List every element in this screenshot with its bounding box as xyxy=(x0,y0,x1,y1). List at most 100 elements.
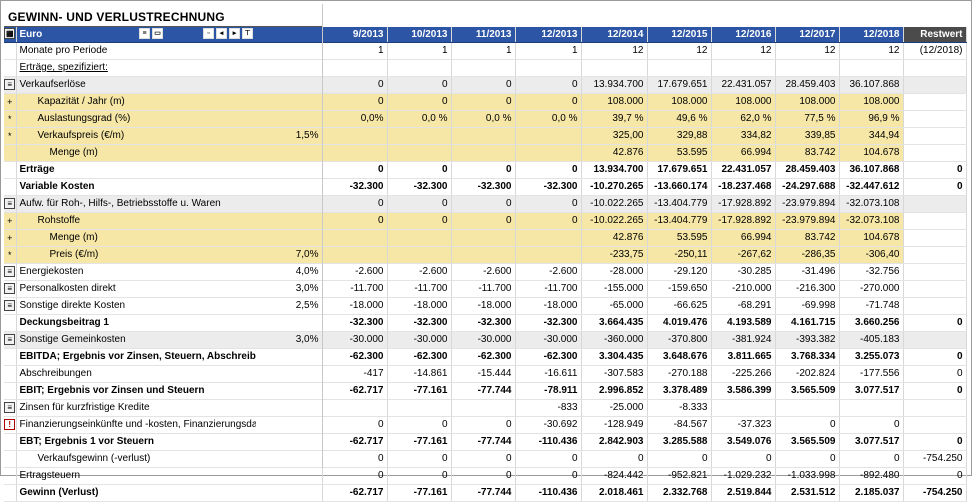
calculator-icon[interactable]: ≡ xyxy=(139,28,150,40)
expand-list-icon[interactable]: ≡ xyxy=(4,299,15,311)
value-cell[interactable]: 0 xyxy=(451,161,516,179)
value-cell[interactable]: -13.404.779 xyxy=(647,212,712,230)
rate-cell[interactable]: 7,0% xyxy=(256,246,323,264)
value-cell[interactable]: 0,0% xyxy=(322,110,388,128)
value-cell[interactable]: -32.300 xyxy=(387,178,452,196)
value-cell[interactable] xyxy=(515,144,582,162)
value-cell[interactable] xyxy=(322,144,388,162)
rate-cell[interactable]: 1,5% xyxy=(256,127,323,145)
print-icon[interactable]: ▭ xyxy=(152,28,163,40)
value-cell[interactable]: -360.000 xyxy=(581,331,648,349)
row-vkgew[interactable]: Verkaufsgewinn (-verlust) 0 0 0 0 0 0 0 0 0 -754.2… xyxy=(4,450,967,468)
restwert-cell[interactable] xyxy=(903,331,967,349)
value-cell[interactable] xyxy=(322,246,388,264)
row-kap[interactable]: + Kapazität / Jahr (m) 0 0 0 0 108.000 108.000 1… xyxy=(4,93,967,111)
value-cell[interactable]: -30.000 xyxy=(515,331,582,349)
asterisk-icon[interactable]: * xyxy=(7,113,12,124)
value-cell[interactable]: 108.000 xyxy=(711,93,776,111)
row-gutter[interactable]: * xyxy=(4,127,17,145)
value-cell[interactable]: 0 xyxy=(515,161,582,179)
row-preis[interactable]: * Preis (€/m) 7,0% -233,75 -250,11 -267,62 -28… xyxy=(4,246,967,264)
value-cell[interactable]: -1.033.998 xyxy=(775,467,840,485)
value-cell[interactable]: 1 xyxy=(515,42,582,60)
value-cell[interactable]: -77.744 xyxy=(451,484,516,502)
value-cell[interactable]: -62.300 xyxy=(451,348,516,366)
value-cell[interactable]: -25.000 xyxy=(581,399,648,417)
value-cell[interactable]: -32.756 xyxy=(839,263,904,281)
value-cell[interactable]: 0 xyxy=(711,450,776,468)
value-cell[interactable]: -65.000 xyxy=(581,297,648,315)
value-cell[interactable]: 96,9 % xyxy=(839,110,904,128)
value-cell[interactable]: 4.193.589 xyxy=(711,314,776,332)
value-cell[interactable]: 3.648.676 xyxy=(647,348,712,366)
value-cell[interactable]: -286,35 xyxy=(775,246,840,264)
value-cell[interactable]: 0 xyxy=(451,416,516,434)
restwert-cell[interactable] xyxy=(903,144,967,162)
value-cell[interactable]: 0 xyxy=(775,416,840,434)
row-gutter[interactable]: ! xyxy=(4,416,17,434)
value-cell[interactable]: 0 xyxy=(387,195,452,213)
row-label-cell[interactable]: Ertragsteuern xyxy=(16,467,256,485)
value-cell[interactable]: -13.404.779 xyxy=(647,195,712,213)
value-cell[interactable]: 0 xyxy=(387,416,452,434)
value-cell[interactable] xyxy=(451,144,516,162)
value-cell[interactable]: -16.611 xyxy=(515,365,582,383)
value-cell[interactable] xyxy=(451,246,516,264)
value-cell[interactable]: -824.442 xyxy=(581,467,648,485)
restwert-cell[interactable] xyxy=(903,229,967,247)
row-ebitda[interactable]: EBITDA; Ergebnis vor Zinsen, Steuern, Ab… xyxy=(4,348,967,366)
value-cell[interactable]: 62,0 % xyxy=(711,110,776,128)
value-cell[interactable]: -17.928.892 xyxy=(711,212,776,230)
value-cell[interactable]: -18.000 xyxy=(451,297,516,315)
row-label-cell[interactable]: Deckungsbeitrag 1 xyxy=(16,314,256,332)
value-cell[interactable]: -8.333 xyxy=(647,399,712,417)
value-cell[interactable]: -77.161 xyxy=(387,484,452,502)
value-cell[interactable]: 39,7 % xyxy=(581,110,648,128)
prev-icon[interactable]: ◂ xyxy=(216,28,227,40)
value-cell[interactable]: -159.650 xyxy=(647,280,712,298)
value-cell[interactable]: 17.679.651 xyxy=(647,76,712,94)
value-cell[interactable] xyxy=(515,246,582,264)
value-cell[interactable]: -128.949 xyxy=(581,416,648,434)
expand-list-icon[interactable]: ≡ xyxy=(4,78,15,90)
value-cell[interactable] xyxy=(451,399,516,417)
value-cell[interactable]: 3.255.073 xyxy=(839,348,904,366)
value-cell[interactable]: -952.821 xyxy=(647,467,712,485)
value-cell[interactable]: 0 xyxy=(647,450,712,468)
value-cell[interactable] xyxy=(839,399,904,417)
restwert-cell[interactable]: 0 xyxy=(903,365,967,383)
value-cell[interactable] xyxy=(387,144,452,162)
value-cell[interactable]: 1 xyxy=(387,42,452,60)
value-cell[interactable]: 3.565.509 xyxy=(775,382,840,400)
value-cell[interactable]: 0 xyxy=(322,212,388,230)
row-label-cell[interactable]: Menge (m) xyxy=(16,229,256,247)
value-cell[interactable]: -417 xyxy=(322,365,388,383)
value-cell[interactable]: 2.519.844 xyxy=(711,484,776,502)
value-cell[interactable]: 22.431.057 xyxy=(711,76,776,94)
value-cell[interactable]: -18.000 xyxy=(515,297,582,315)
value-cell[interactable]: 3.077.517 xyxy=(839,382,904,400)
value-cell[interactable]: 42.876 xyxy=(581,229,648,247)
row-varkost[interactable]: Variable Kosten -32.300 -32.300 -32.300 -32.… xyxy=(4,178,967,196)
value-cell[interactable]: -62.300 xyxy=(387,348,452,366)
row-label-cell[interactable]: Verkaufspreis (€/m) xyxy=(16,127,256,145)
value-cell[interactable]: 0 xyxy=(322,467,388,485)
value-cell[interactable]: 83.742 xyxy=(775,144,840,162)
value-cell[interactable]: -66.625 xyxy=(647,297,712,315)
value-cell[interactable]: 0 xyxy=(387,450,452,468)
value-cell[interactable] xyxy=(711,399,776,417)
value-cell[interactable]: 12 xyxy=(647,42,712,60)
value-cell[interactable]: 0 xyxy=(451,76,516,94)
value-cell[interactable]: 344,94 xyxy=(839,127,904,145)
row-label-cell[interactable]: Aufw. für Roh-, Hilfs-, Betriebsstoffe u… xyxy=(16,195,256,213)
warning-icon[interactable]: ! xyxy=(4,418,15,430)
row-label-cell[interactable]: Rohstoffe xyxy=(16,212,256,230)
value-cell[interactable]: 104.678 xyxy=(839,144,904,162)
value-cell[interactable]: -11.700 xyxy=(515,280,582,298)
value-cell[interactable]: -11.700 xyxy=(387,280,452,298)
row-label-cell[interactable]: Verkaufsgewinn (-verlust) xyxy=(16,450,256,468)
row-label-cell[interactable]: Menge (m) xyxy=(16,144,256,162)
row-gutter[interactable]: + xyxy=(4,229,17,247)
value-cell[interactable]: -11.700 xyxy=(451,280,516,298)
value-cell[interactable]: -267,62 xyxy=(711,246,776,264)
